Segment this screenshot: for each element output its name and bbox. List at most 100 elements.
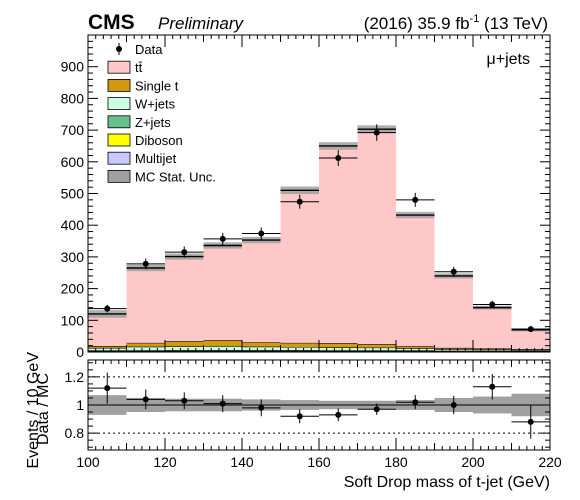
legend: Data tt̄ Single t W+jets Z+jets Diboson Multij… (107, 42, 216, 184)
bar-wjets (319, 347, 358, 351)
bar-ttbar (165, 256, 204, 342)
legend-label: tt̄ (135, 60, 143, 75)
ratio-point (412, 399, 419, 406)
data-point (258, 230, 265, 237)
channel-label: μ+jets (487, 51, 530, 68)
bar-wjets (511, 350, 550, 352)
bar-single-t (126, 343, 165, 347)
ratio-reference-lines (88, 376, 550, 434)
main-y-tick-label: 600 (61, 154, 85, 170)
lumi-superscript: -1 (470, 13, 480, 25)
ratio-y-tick-label: 1 (76, 397, 84, 413)
bar-single-t (357, 344, 396, 348)
main-y-tick-label: 300 (61, 249, 85, 265)
bar-zjets (165, 350, 204, 352)
bar-single-t (319, 343, 358, 348)
x-tick-label: 200 (461, 454, 485, 470)
bar-ttbar (319, 145, 358, 344)
data-point (219, 235, 226, 242)
bar-wjets (126, 346, 165, 351)
ratio-point (489, 383, 496, 390)
status-label: Preliminary (158, 14, 245, 33)
bar-single-t (203, 340, 242, 347)
bar-single-t (242, 342, 281, 347)
data-point (527, 326, 534, 333)
data-point (450, 268, 457, 275)
data-point (296, 198, 303, 205)
legend-label: Multijet (135, 151, 177, 166)
legend-swatch (107, 60, 131, 74)
ratio-y-axis: 0.8 1 1.2 (65, 362, 550, 448)
bar-single-t (434, 348, 473, 350)
ratio-point (527, 418, 534, 425)
bar-wjets (357, 347, 396, 351)
data-point (412, 196, 419, 203)
legend-swatch (107, 115, 131, 129)
bar-single-t (88, 346, 127, 349)
legend-swatch (107, 79, 131, 92)
bar-single-t (280, 343, 319, 348)
bar-ttbar (434, 275, 473, 349)
legend-label: Single t (135, 78, 179, 93)
bar-wjets (88, 348, 127, 351)
bar-wjets (165, 346, 204, 351)
bar-ttbar (242, 240, 281, 343)
ratio-point (258, 404, 265, 411)
bar-ttbar (357, 129, 396, 345)
bar-zjets (280, 350, 319, 352)
legend-label: Z+jets (135, 115, 171, 130)
lumi-label: (2016) 35.9 fb-1 (13 TeV) (364, 13, 548, 33)
experiment-label: CMS (88, 11, 135, 34)
data-point (104, 305, 111, 312)
bar-ttbar (88, 313, 127, 347)
bar-wjets (434, 349, 473, 352)
main-y-axis: 0 100 200 300 400 500 600 700 800 900 (61, 40, 550, 360)
legend-swatch (107, 169, 131, 183)
bar-zjets (242, 350, 281, 352)
lumi-value: (2016) 35.9 fb (364, 14, 470, 33)
ratio-points (88, 372, 550, 439)
main-plot-panel: 0 100 200 300 400 500 600 700 800 900 Events / 10… (25, 34, 551, 469)
data-point (181, 249, 188, 256)
ratio-point (296, 413, 303, 420)
bar-wjets (473, 349, 512, 352)
bar-ttbar (126, 267, 165, 344)
bar-zjets (203, 350, 242, 352)
x-tick-label: 120 (153, 454, 177, 470)
legend-swatch (107, 151, 131, 165)
ratio-y-tick-label: 1.2 (65, 369, 85, 385)
x-tick-label: 100 (76, 454, 100, 470)
ratio-point (373, 406, 380, 413)
main-x-ticks (87, 35, 551, 352)
legend-label: MC Stat. Unc. (135, 169, 216, 184)
legend-label: Diboson (135, 133, 183, 148)
main-y-tick-label: 400 (61, 217, 85, 233)
ratio-point (181, 397, 188, 404)
x-tick-label: 220 (538, 454, 562, 470)
ratio-y-axis-title: Data / MC (35, 373, 52, 445)
legend-marker-data-point (116, 46, 122, 52)
main-y-tick-label: 800 (61, 90, 85, 106)
bar-wjets (396, 348, 435, 351)
ratio-plot-panel: 0.811.2 100 120 140 160 180 200 220 Data / MC … (35, 359, 562, 491)
x-axis-title: Soft Drop mass of t-jet (GeV) (344, 474, 550, 491)
main-y-axis-title: Events / 10 GeV (25, 352, 42, 469)
main-y-tick-label: 100 (61, 312, 85, 328)
bar-single-t (396, 346, 435, 349)
main-y-tick-label: 200 (61, 281, 85, 297)
bar-wjets (280, 347, 319, 351)
stacked-histogram (88, 125, 550, 352)
x-tick-label: 140 (230, 454, 254, 470)
bar-wjets (242, 346, 281, 351)
bar-single-t (473, 348, 512, 350)
bar-ttbar (396, 215, 435, 347)
bar-single-t (165, 341, 204, 347)
ratio-point (104, 385, 111, 392)
legend-label: Data (135, 42, 163, 57)
bar-ttbar (280, 190, 319, 344)
ratio-point (450, 402, 457, 408)
data-point (142, 260, 149, 267)
ratio-x-axis: 100 120 140 160 180 200 220 (76, 360, 562, 470)
legend-swatch (107, 97, 131, 110)
